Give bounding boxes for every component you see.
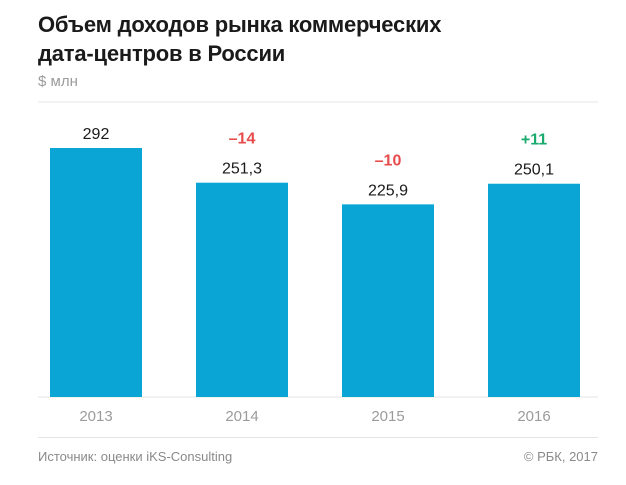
value-label-2014: 251,3 <box>222 161 262 178</box>
change-label-2014: –14 <box>229 131 256 148</box>
change-label-2016: +11 <box>521 132 547 149</box>
value-label-2016: 250,1 <box>514 162 554 179</box>
x-tick-2014: 2014 <box>225 408 258 425</box>
value-label-2013: 292 <box>83 126 110 143</box>
change-label-2015: –10 <box>375 152 402 169</box>
source-note: Источник: оценки iKS-Consulting <box>38 449 233 464</box>
chart-title-line-1: Объем доходов рынка коммерческих <box>38 12 442 37</box>
x-tick-2015: 2015 <box>371 408 404 425</box>
x-tick-2013: 2013 <box>79 408 112 425</box>
x-tick-2016: 2016 <box>517 408 550 425</box>
bar-2013 <box>50 148 142 397</box>
bar-2014 <box>196 182 288 397</box>
bar-2015 <box>342 204 434 397</box>
chart-title-line-2: дата-центров в России <box>38 41 286 66</box>
copyright-note: © РБК, 2017 <box>523 449 598 464</box>
chart-title: Объем доходов рынка коммерческих дата-це… <box>38 10 598 68</box>
unit-label: $ млн <box>38 73 78 90</box>
footer-divider <box>38 437 598 438</box>
value-label-2015: 225,9 <box>368 182 408 199</box>
bar-2016 <box>488 183 580 397</box>
